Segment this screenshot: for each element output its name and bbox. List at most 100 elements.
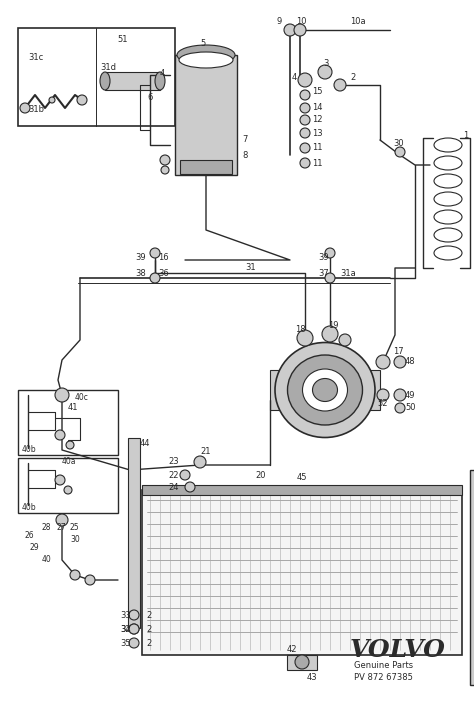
Circle shape bbox=[322, 326, 338, 342]
Circle shape bbox=[150, 273, 160, 283]
Text: 2: 2 bbox=[146, 639, 151, 648]
Text: Genuine Parts: Genuine Parts bbox=[354, 660, 413, 670]
Text: 5: 5 bbox=[201, 39, 206, 47]
Text: 50: 50 bbox=[405, 403, 416, 413]
Circle shape bbox=[70, 570, 80, 580]
Circle shape bbox=[85, 575, 95, 585]
Ellipse shape bbox=[434, 228, 462, 242]
Ellipse shape bbox=[434, 246, 462, 260]
Text: 31d: 31d bbox=[100, 63, 116, 73]
Text: 2: 2 bbox=[146, 624, 151, 634]
Text: 38: 38 bbox=[135, 268, 146, 277]
Circle shape bbox=[395, 403, 405, 413]
Circle shape bbox=[297, 330, 313, 346]
Text: 24: 24 bbox=[168, 482, 179, 491]
Text: 15: 15 bbox=[312, 87, 322, 96]
Circle shape bbox=[66, 441, 74, 449]
Circle shape bbox=[77, 95, 87, 105]
Text: 7: 7 bbox=[242, 135, 247, 144]
Circle shape bbox=[300, 90, 310, 100]
Text: 35: 35 bbox=[120, 639, 131, 648]
Ellipse shape bbox=[434, 192, 462, 206]
Circle shape bbox=[376, 355, 390, 369]
Ellipse shape bbox=[100, 72, 110, 90]
Ellipse shape bbox=[312, 379, 337, 401]
Text: 40: 40 bbox=[42, 555, 52, 565]
Bar bbox=[175, 55, 237, 175]
Circle shape bbox=[298, 73, 312, 87]
Text: 28: 28 bbox=[42, 522, 52, 532]
Circle shape bbox=[394, 356, 406, 368]
Text: 31: 31 bbox=[245, 263, 255, 272]
Circle shape bbox=[161, 166, 169, 174]
Circle shape bbox=[185, 482, 195, 492]
Circle shape bbox=[55, 475, 65, 485]
Text: 16: 16 bbox=[158, 253, 169, 263]
Bar bbox=[18, 28, 175, 126]
Text: 8: 8 bbox=[242, 151, 247, 160]
Bar bbox=[142, 490, 462, 655]
Text: 10: 10 bbox=[296, 18, 307, 27]
Text: 11: 11 bbox=[312, 158, 322, 168]
Circle shape bbox=[129, 610, 139, 620]
Text: 39: 39 bbox=[318, 253, 328, 263]
Circle shape bbox=[284, 24, 296, 36]
Circle shape bbox=[295, 655, 309, 669]
Circle shape bbox=[129, 638, 139, 648]
Text: 49: 49 bbox=[405, 391, 416, 399]
Circle shape bbox=[325, 248, 335, 258]
Circle shape bbox=[55, 388, 69, 402]
Text: 6: 6 bbox=[147, 92, 152, 101]
Bar bbox=[142, 485, 462, 495]
Text: 2: 2 bbox=[146, 610, 151, 620]
Circle shape bbox=[395, 147, 405, 157]
Text: 13: 13 bbox=[312, 129, 323, 137]
Text: 11: 11 bbox=[312, 144, 322, 153]
Circle shape bbox=[300, 158, 310, 168]
Circle shape bbox=[300, 128, 310, 138]
Text: 2: 2 bbox=[350, 73, 355, 82]
Text: 31a: 31a bbox=[340, 268, 356, 277]
Ellipse shape bbox=[275, 343, 375, 437]
Text: 48: 48 bbox=[405, 358, 416, 367]
Text: 34: 34 bbox=[120, 624, 131, 634]
Ellipse shape bbox=[302, 369, 347, 411]
Text: 27: 27 bbox=[57, 522, 67, 532]
Text: 52: 52 bbox=[377, 399, 388, 408]
Text: 20: 20 bbox=[255, 470, 265, 479]
Text: 30: 30 bbox=[393, 139, 404, 148]
Bar bbox=[365, 370, 380, 410]
Circle shape bbox=[180, 470, 190, 480]
Text: 14: 14 bbox=[312, 103, 322, 113]
Circle shape bbox=[394, 389, 406, 401]
Text: 31b: 31b bbox=[28, 106, 44, 115]
Circle shape bbox=[294, 24, 306, 36]
Text: 44: 44 bbox=[140, 439, 151, 448]
Text: 10a: 10a bbox=[350, 18, 365, 27]
Circle shape bbox=[194, 456, 206, 468]
Bar bbox=[18, 390, 118, 455]
Circle shape bbox=[160, 155, 170, 165]
Circle shape bbox=[56, 514, 68, 526]
Text: 51: 51 bbox=[117, 35, 128, 44]
Text: 4: 4 bbox=[160, 68, 165, 77]
Text: VOLVO: VOLVO bbox=[350, 638, 446, 662]
Text: 21: 21 bbox=[200, 448, 210, 456]
Ellipse shape bbox=[177, 45, 235, 65]
Text: 17: 17 bbox=[393, 348, 404, 356]
Text: 42: 42 bbox=[287, 646, 297, 655]
Text: 19: 19 bbox=[328, 320, 338, 329]
Bar bbox=[470, 470, 474, 685]
Circle shape bbox=[55, 430, 65, 440]
Bar bbox=[180, 160, 232, 174]
Text: 45: 45 bbox=[297, 474, 307, 482]
Circle shape bbox=[300, 143, 310, 153]
Text: 18: 18 bbox=[295, 325, 306, 334]
Text: 33: 33 bbox=[120, 610, 131, 620]
Bar bbox=[287, 655, 317, 670]
Ellipse shape bbox=[434, 156, 462, 170]
Text: 40a: 40a bbox=[62, 458, 76, 467]
Text: 22: 22 bbox=[168, 470, 179, 479]
Text: 36: 36 bbox=[158, 268, 169, 277]
Text: 41: 41 bbox=[68, 403, 79, 413]
